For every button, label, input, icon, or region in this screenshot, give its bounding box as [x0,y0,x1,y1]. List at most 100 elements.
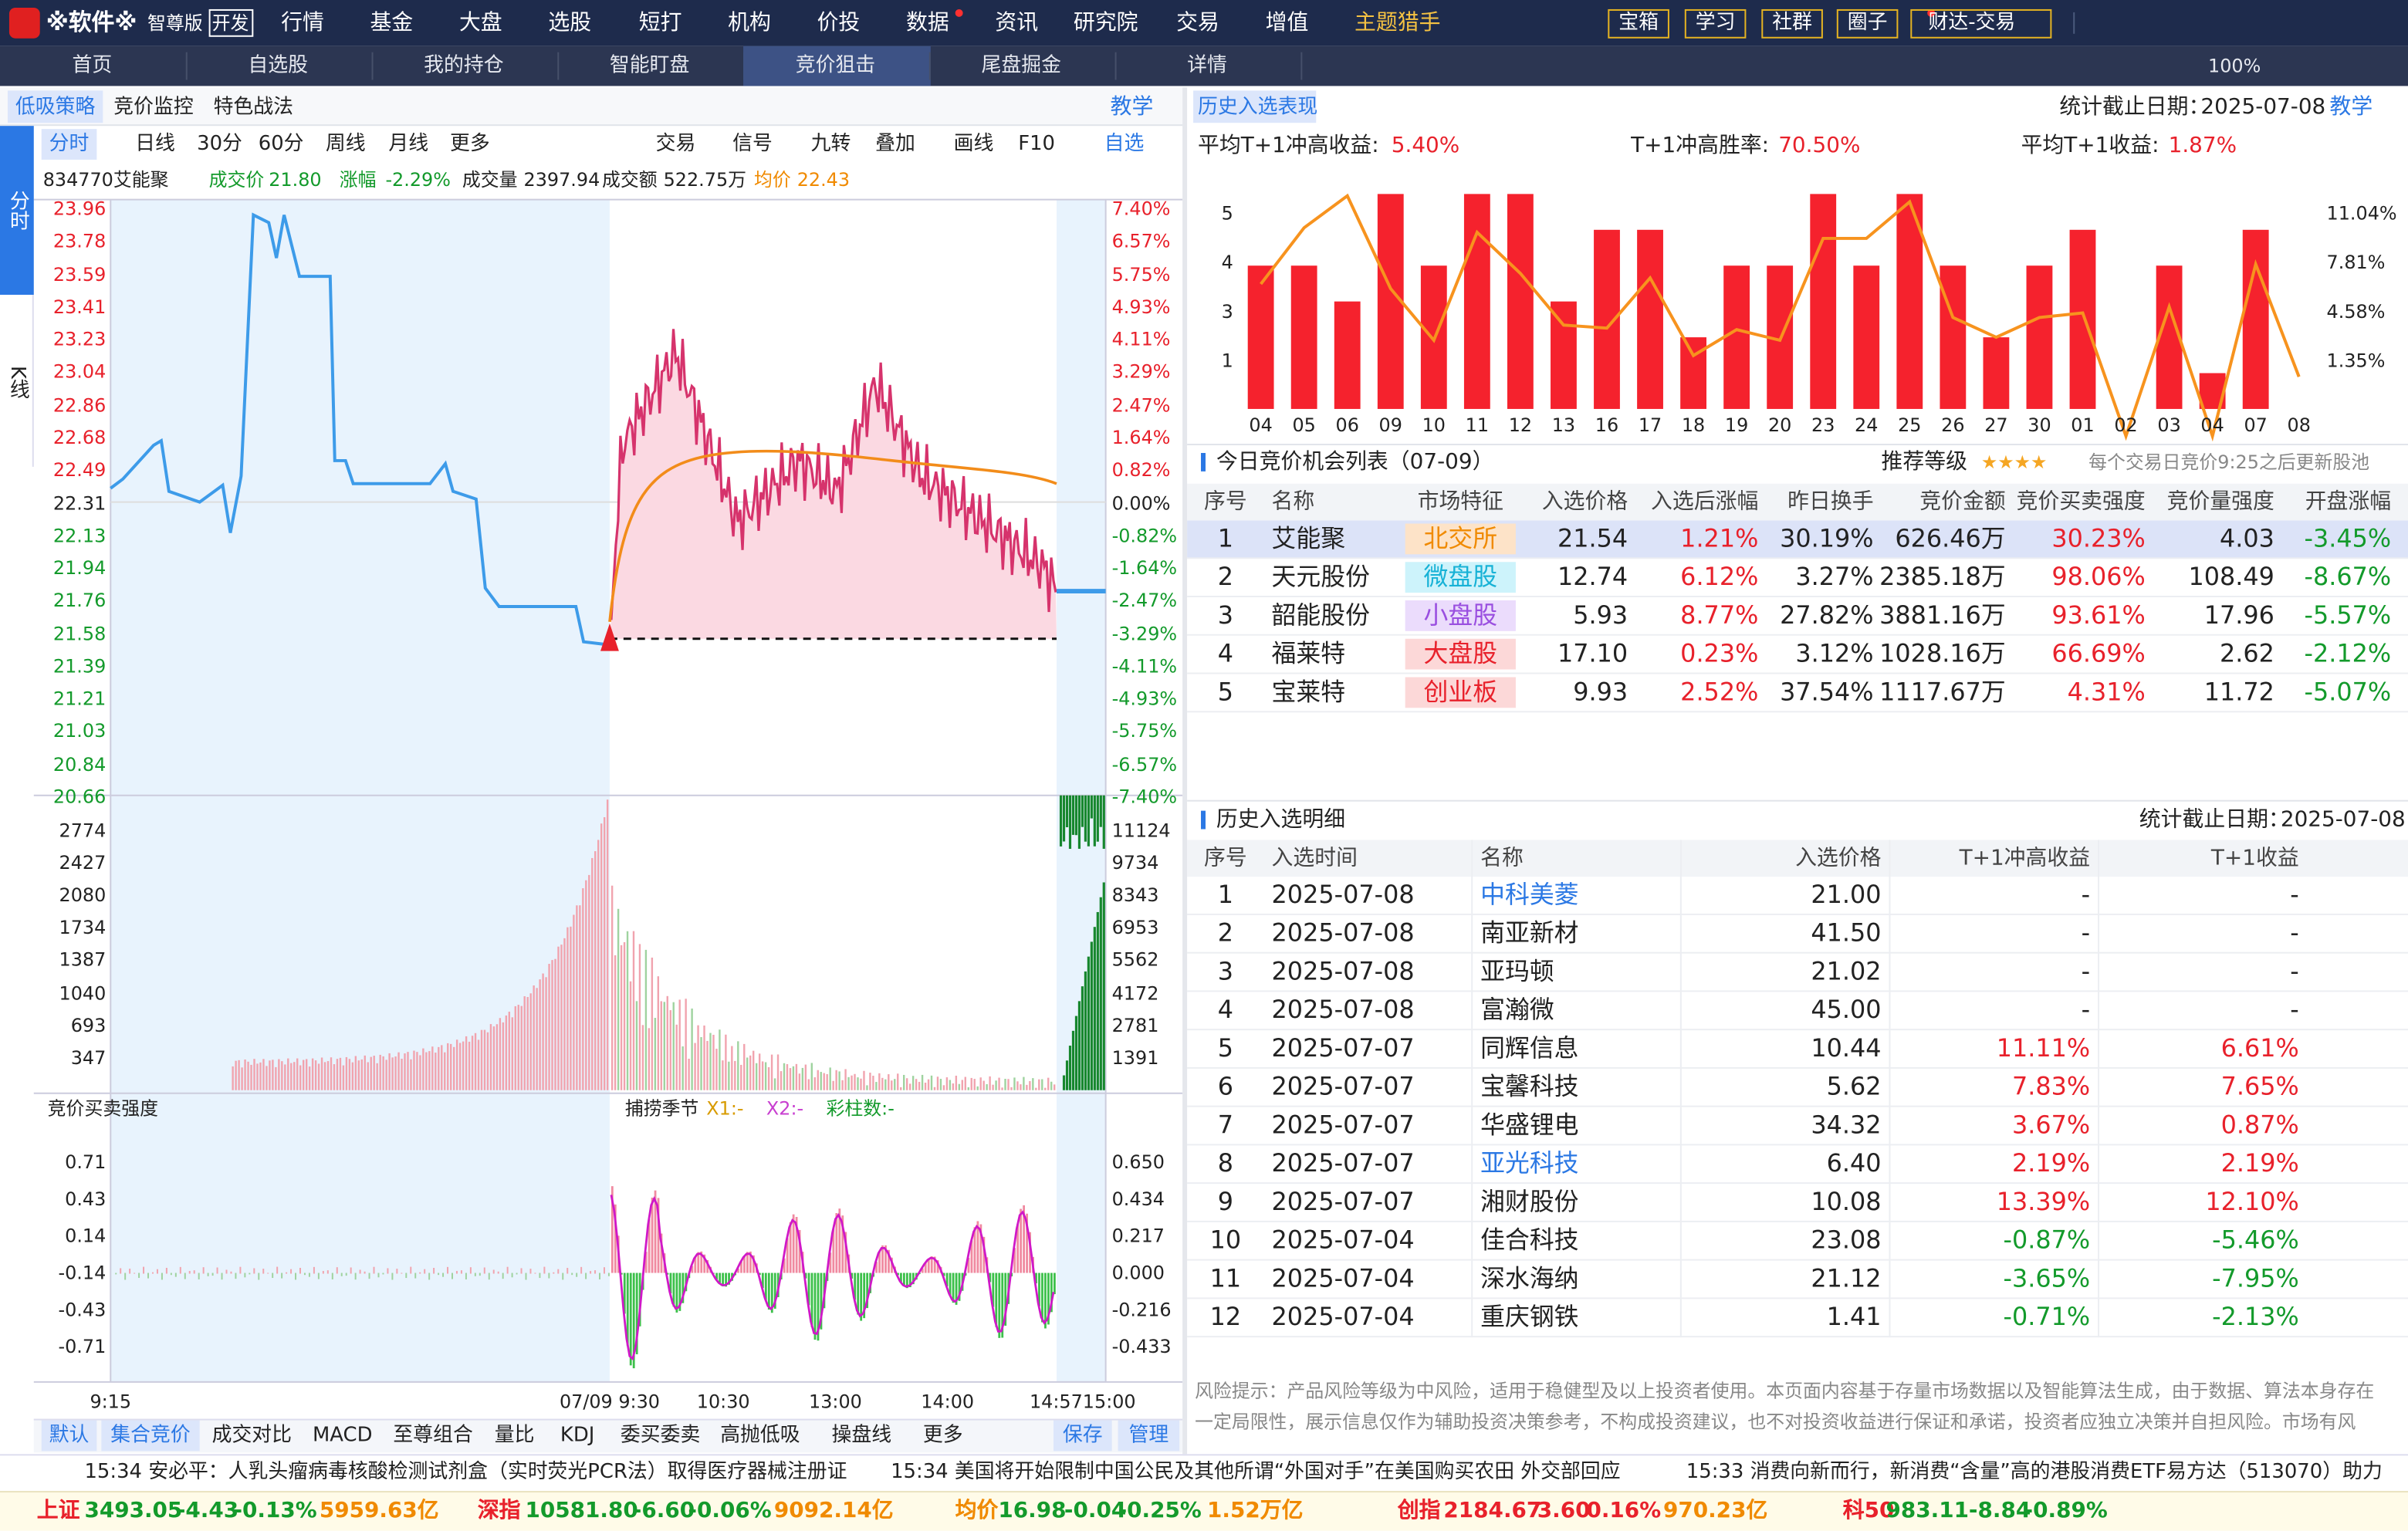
subtab[interactable]: 特色战法 [213,96,294,120]
tool-button[interactable]: 交易 [655,133,696,156]
table-row[interactable] [1187,559,2408,598]
pct-axis-label: 4.11% [1111,329,1171,350]
indicator-bar [202,1267,205,1274]
menu-item[interactable]: 研究院 [1073,10,1138,35]
top-button-label[interactable]: 财达-交易 [1928,11,2016,35]
table-row[interactable] [1187,877,2408,915]
volume-bar [878,1073,881,1090]
menu-item[interactable]: 机构 [728,10,771,35]
table-row[interactable] [1187,1107,2408,1146]
manage-button-label[interactable]: 管理 [1128,1424,1169,1448]
menu-item[interactable]: 大盘 [458,10,502,35]
side-tab[interactable]: 分时 [5,190,29,231]
top-button-label[interactable]: 圈子 [1847,11,1888,35]
period-active[interactable] [41,129,97,160]
save-button-label[interactable]: 保存 [1062,1424,1103,1448]
bottom-tab[interactable]: 默认 [49,1424,90,1448]
top-button[interactable] [1684,8,1747,39]
menu-item[interactable]: 基金 [370,10,414,35]
bottom-tab[interactable]: 委买委卖 [620,1424,701,1448]
subtab[interactable]: 竞价监控 [113,96,194,120]
period-tab[interactable]: 分时 [49,133,90,156]
table-row[interactable] [1187,674,2408,713]
manage-button[interactable] [1118,1420,1180,1452]
tool-button[interactable]: 画线 [953,133,994,156]
top-button[interactable] [1910,8,2052,39]
bottom-tab-active[interactable] [41,1420,97,1452]
market-badge [1405,677,1516,708]
table-row[interactable] [1187,1069,2408,1107]
menu-item[interactable]: 增值 [1265,10,1309,35]
menu-item[interactable]: 短打 [638,10,682,35]
bottom-tab[interactable]: KDJ [560,1424,595,1448]
table-cell: -5.07% [2304,677,2392,707]
tool-button[interactable]: 信号 [732,133,773,156]
active-tab[interactable] [743,46,931,86]
menu-item[interactable]: 资讯 [995,10,1039,35]
table-row[interactable] [1187,1299,2408,1338]
tool-button[interactable]: 叠加 [875,133,915,156]
table-row[interactable] [1187,992,2408,1031]
table-row[interactable] [1187,1184,2408,1222]
period-tab[interactable]: 月线 [388,133,429,156]
table-row[interactable] [1187,1222,2408,1261]
table-row[interactable] [1187,520,2408,559]
bottom-tab[interactable]: 至尊组合 [393,1424,473,1448]
side-active[interactable] [0,126,34,296]
bottom-tab[interactable]: 更多 [922,1424,963,1448]
volume-bar [958,1083,961,1090]
table-row[interactable] [1187,954,2408,992]
table-row[interactable] [1187,1145,2408,1185]
table-row[interactable] [1187,635,2408,674]
table-row[interactable] [1187,915,2408,954]
bottom-tab-active[interactable] [101,1420,200,1452]
menu-item[interactable]: 选股 [548,10,592,35]
table-cell: 宝馨科技 [1480,1071,1579,1101]
table-row[interactable] [1187,597,2408,636]
volume-bar [1093,795,1096,847]
price-axis-label: 22.31 [52,492,107,514]
table-row[interactable] [1187,1030,2408,1069]
top-button-label[interactable]: 宝箱 [1618,11,1659,35]
menu-item[interactable]: 行情 [281,10,324,35]
indicator-bar [258,1272,260,1280]
tab[interactable]: 尾盘掘金 [981,54,1061,78]
tool-button[interactable]: F10 [1018,133,1056,156]
period-tab[interactable]: 更多 [449,133,490,156]
tool-button[interactable]: 自选 [1104,133,1145,156]
bottom-tab[interactable]: MACD [312,1424,373,1448]
period-tab[interactable]: 30分 [197,133,242,156]
tool-button[interactable]: 九转 [810,133,851,156]
side-tab[interactable]: K线 [5,366,29,399]
save-button[interactable] [1054,1420,1112,1452]
period-tab[interactable]: 日线 [135,133,175,156]
subtab-active[interactable] [7,90,103,123]
top-button[interactable] [1608,8,1669,39]
teach-link[interactable]: 教学 [1110,95,1154,120]
period-tab[interactable]: 周线 [325,133,366,156]
menu-item[interactable]: 数据 [905,10,949,35]
tab[interactable]: 自选股 [248,54,308,78]
bottom-tab[interactable]: 集合竞价 [110,1424,191,1448]
tab[interactable]: 详情 [1187,54,1227,78]
subtab[interactable]: 低吸策略 [15,96,96,120]
tab[interactable]: 首页 [72,54,113,78]
indicator-axis-label: -0.433 [1111,1336,1172,1357]
menu-item[interactable]: 主题猎手 [1354,10,1441,35]
tab[interactable]: 智能盯盘 [609,54,690,78]
tab[interactable]: 我的持仓 [424,54,504,78]
top-button-label[interactable]: 学习 [1695,11,1736,35]
bottom-tab[interactable]: 量比 [494,1424,535,1448]
menu-item[interactable]: 价投 [817,10,861,35]
top-button[interactable] [1836,8,1899,39]
table-row[interactable] [1187,1261,2408,1299]
period-tab[interactable]: 60分 [258,133,304,156]
teach-link[interactable]: 教学 [2329,95,2373,120]
top-button[interactable] [1761,8,1823,39]
bottom-tab[interactable]: 操盘线 [831,1424,892,1448]
bottom-tab[interactable]: 高抛低吸 [720,1424,800,1448]
menu-item[interactable]: 交易 [1176,10,1219,35]
top-button-label[interactable]: 社群 [1772,11,1812,35]
bottom-tab[interactable]: 成交对比 [211,1424,293,1448]
tab[interactable]: 竞价狙击 [795,54,876,78]
